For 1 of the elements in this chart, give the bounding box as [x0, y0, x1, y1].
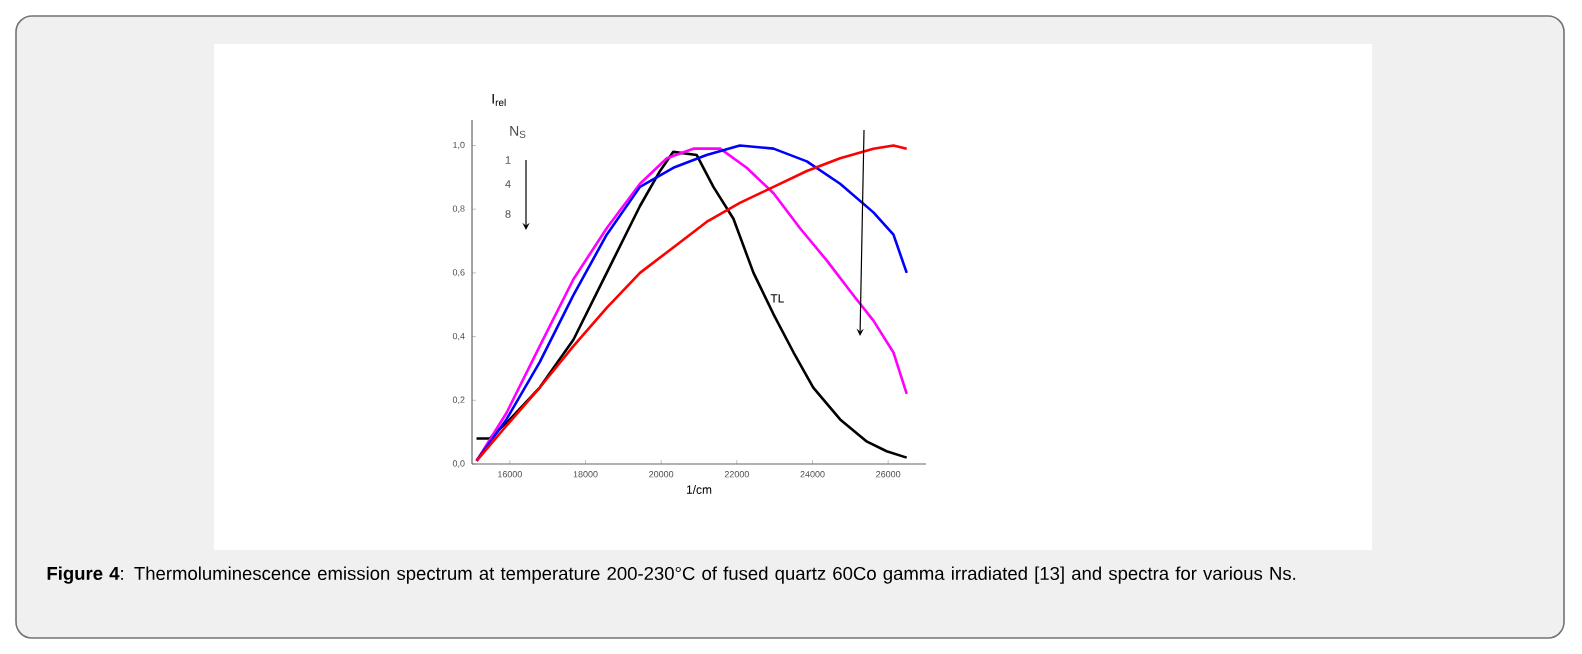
text: Figure 4: Thermoluminescence emission spectrum at temperature 200-230°C of fused quartz 60Co gamma irradiated [13] and spectra for various Ns.	[47, 566, 1296, 584]
